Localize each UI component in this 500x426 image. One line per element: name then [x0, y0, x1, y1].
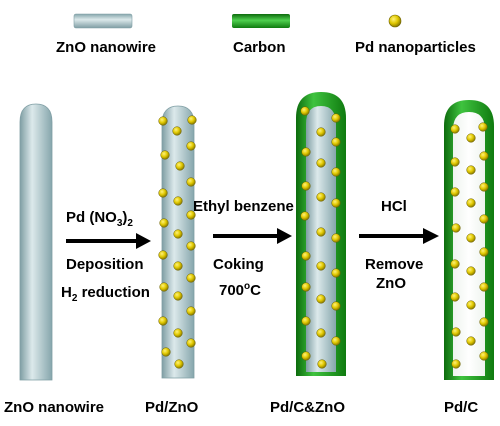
legend-pd-label: Pd nanoparticles [355, 39, 476, 56]
pd-nanoparticle [331, 336, 341, 346]
pd-nanoparticle [186, 141, 196, 151]
hollow-interior [453, 112, 485, 376]
pd-nanoparticle [331, 137, 341, 147]
pd-nanoparticle [479, 351, 489, 361]
pd-nanoparticle [466, 133, 476, 143]
pd-nanoparticle [300, 106, 310, 116]
pd-nanoparticle [331, 198, 341, 208]
pd-nanoparticle [173, 261, 183, 271]
pd-nanoparticle [301, 351, 311, 361]
pd-nanoparticle [301, 181, 311, 191]
pd-nanoparticle [301, 251, 311, 261]
pd-nanoparticle [316, 261, 326, 271]
pd-nanoparticle [450, 157, 460, 167]
pd-nanoparticle [173, 196, 183, 206]
arrow-2 [213, 228, 292, 244]
legend-zno-label: ZnO nanowire [56, 39, 157, 56]
pd-nanoparticle [466, 198, 476, 208]
pd-nanoparticle [316, 328, 326, 338]
pd-nanoparticle [466, 233, 476, 243]
step3-process: Remove [365, 256, 424, 273]
pd-nanoparticle [479, 151, 489, 161]
arrow-3 [359, 228, 439, 244]
pd-nanoparticle [186, 241, 196, 251]
pd-nanoparticle [186, 306, 196, 316]
pd-nanoparticle [450, 187, 460, 197]
pd-nanoparticle [479, 247, 489, 257]
pd-nanoparticle [331, 233, 341, 243]
pd-nanoparticle [466, 300, 476, 310]
pd-nanoparticle [158, 188, 168, 198]
pd-nanoparticle [186, 177, 196, 187]
pd-nanoparticle [172, 126, 182, 136]
pd-nanoparticle [316, 127, 326, 137]
pd-nanoparticle [173, 328, 183, 338]
legend-pd-swatch [388, 14, 402, 28]
pd-nanoparticle [158, 116, 168, 126]
pd-nanoparticle [466, 336, 476, 346]
pd-nanoparticle [331, 167, 341, 177]
legend-zno-swatch [73, 13, 133, 29]
arrow-1 [66, 233, 151, 249]
pd-nanoparticle [331, 268, 341, 278]
caption-pd-c-zno: Pd/C&ZnO [270, 399, 345, 416]
step2-process: Coking [213, 256, 264, 273]
pd-nanoparticle [301, 147, 311, 157]
pd-nanoparticle [451, 223, 461, 233]
zno-nanowire [19, 103, 53, 381]
caption-pd-c: Pd/C [444, 399, 479, 416]
pd-nanoparticle [186, 338, 196, 348]
step1-reagent: Pd (NO3)2 [66, 209, 133, 229]
pd-nanoparticle [451, 327, 461, 337]
pd-particles [158, 106, 489, 369]
step2-condition: 700oC [219, 281, 261, 299]
pd-nanoparticle [300, 211, 310, 221]
pd-nanoparticle [450, 259, 460, 269]
pd-nanoparticle [451, 359, 461, 369]
caption-zno-nanowire: ZnO nanowire [4, 399, 105, 416]
pd-nanoparticle [186, 273, 196, 283]
step1-process: Deposition [66, 256, 144, 273]
pd-nanoparticle [160, 150, 170, 160]
pd-nanoparticle [479, 317, 489, 327]
pd-nanoparticle [331, 301, 341, 311]
pd-nanoparticle [301, 316, 311, 326]
pd-nanoparticle [466, 165, 476, 175]
pd-nanoparticle [479, 214, 489, 224]
caption-pd-zno: Pd/ZnO [145, 399, 199, 416]
pd-nanoparticle [173, 229, 183, 239]
pd-nanoparticle [478, 122, 488, 132]
pd-nanoparticle [175, 161, 185, 171]
pd-nanoparticle [316, 158, 326, 168]
pd-nanoparticle [466, 266, 476, 276]
step3-condition: ZnO [376, 275, 406, 292]
pd-nanoparticle [161, 347, 171, 357]
pd-nanoparticle [450, 292, 460, 302]
pd-nanoparticle [187, 115, 197, 125]
pd-nanoparticle [159, 218, 169, 228]
pd-nanoparticle [316, 227, 326, 237]
pd-nanoparticle [450, 124, 460, 134]
pd-nanoparticle [331, 113, 341, 123]
pd-nanoparticle [158, 316, 168, 326]
zno-core [306, 106, 336, 372]
pd-nanoparticle [301, 282, 311, 292]
pd-nanoparticle [316, 192, 326, 202]
legend-carbon-label: Carbon [233, 39, 286, 56]
pd-nanoparticle [479, 282, 489, 292]
legend-carbon-swatch [232, 14, 290, 28]
pd-nanoparticle [479, 182, 489, 192]
pd-nanoparticle [317, 359, 327, 369]
pd-nanoparticle [158, 250, 168, 260]
pd-nanoparticle [316, 294, 326, 304]
pd-nanoparticle [186, 210, 196, 220]
step2-reagent: Ethyl benzene [193, 198, 294, 215]
pd-nanoparticle [173, 291, 183, 301]
step3-reagent: HCl [381, 198, 407, 215]
step1-condition: H2 reduction [61, 284, 150, 304]
pd-nanoparticle [174, 359, 184, 369]
pd-nanoparticle [159, 282, 169, 292]
